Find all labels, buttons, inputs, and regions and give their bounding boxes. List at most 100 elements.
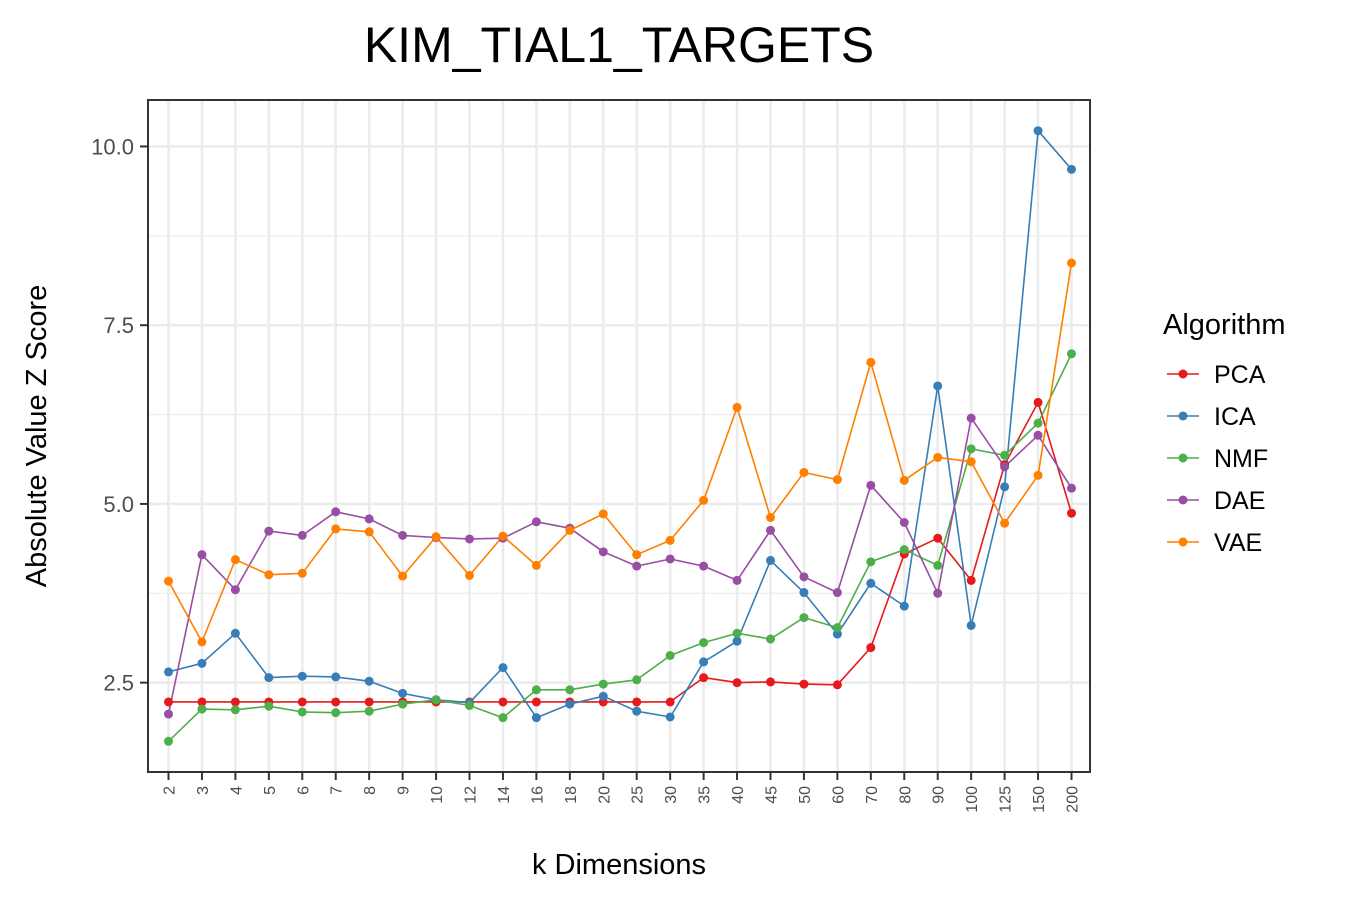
data-point-vae bbox=[264, 570, 274, 580]
data-point-nmf bbox=[699, 638, 709, 648]
data-point-pca bbox=[331, 697, 341, 707]
x-axis-title: k Dimensions bbox=[532, 849, 706, 881]
data-point-nmf bbox=[899, 545, 909, 555]
data-point-dae bbox=[164, 709, 173, 719]
data-point-nmf bbox=[431, 695, 441, 705]
x-tick-label: 4 bbox=[228, 786, 245, 795]
plot-panel-border bbox=[147, 99, 1091, 773]
legend-key-point-nmf bbox=[1178, 453, 1188, 463]
data-point-nmf bbox=[1033, 418, 1043, 428]
legend-key-point-ica bbox=[1178, 411, 1188, 421]
data-point-ica bbox=[164, 667, 173, 677]
data-point-dae bbox=[297, 530, 307, 540]
data-point-dae bbox=[732, 575, 742, 585]
data-point-pca bbox=[799, 679, 809, 689]
data-point-nmf bbox=[832, 623, 842, 633]
data-point-vae bbox=[230, 555, 240, 565]
x-tick-label: 12 bbox=[463, 786, 480, 804]
x-tick-label: 6 bbox=[295, 786, 312, 795]
data-point-vae bbox=[1000, 518, 1010, 528]
x-tick-label: 60 bbox=[830, 786, 847, 804]
data-point-vae bbox=[465, 570, 474, 580]
data-point-dae bbox=[899, 518, 909, 528]
y-tick-label: 7.5 bbox=[103, 313, 134, 338]
data-point-vae bbox=[297, 568, 307, 578]
data-point-nmf bbox=[364, 706, 374, 716]
data-point-pca bbox=[866, 643, 876, 653]
data-point-pca bbox=[230, 697, 240, 707]
data-point-pca bbox=[766, 677, 775, 687]
x-tick-label: 50 bbox=[797, 786, 814, 804]
data-point-dae bbox=[398, 530, 408, 540]
data-point-dae bbox=[1000, 462, 1010, 472]
data-point-ica bbox=[297, 671, 307, 681]
data-point-pca bbox=[699, 673, 709, 683]
data-point-dae bbox=[331, 507, 341, 517]
chart-title: KIM_TIAL1_TARGETS bbox=[364, 17, 874, 73]
y-tick-label: 5.0 bbox=[103, 492, 134, 517]
data-point-nmf bbox=[230, 705, 240, 715]
x-tick-label: 14 bbox=[496, 786, 513, 804]
data-point-vae bbox=[966, 457, 976, 467]
data-point-vae bbox=[598, 509, 608, 519]
x-tick-label: 80 bbox=[897, 786, 914, 804]
data-point-nmf bbox=[799, 613, 809, 623]
x-tick-label: 5 bbox=[262, 786, 279, 795]
data-point-ica bbox=[230, 628, 240, 638]
data-point-dae bbox=[766, 525, 775, 535]
data-point-vae bbox=[565, 525, 575, 535]
data-point-vae bbox=[431, 532, 441, 542]
data-point-dae bbox=[230, 585, 240, 595]
data-point-dae bbox=[197, 550, 207, 560]
data-point-nmf bbox=[1000, 450, 1010, 460]
data-point-ica bbox=[1067, 164, 1076, 174]
x-tick-label: 25 bbox=[630, 786, 647, 804]
x-tick-label: 9 bbox=[396, 786, 413, 795]
y-tick-label: 2.5 bbox=[103, 671, 134, 696]
data-point-dae bbox=[1033, 430, 1043, 440]
data-point-vae bbox=[665, 535, 675, 545]
data-point-nmf bbox=[297, 707, 307, 717]
data-point-vae bbox=[632, 550, 642, 560]
data-point-vae bbox=[164, 576, 173, 586]
grid-lines bbox=[148, 100, 1090, 772]
data-point-nmf bbox=[866, 557, 876, 567]
series-line-vae bbox=[167, 262, 1073, 643]
legend-label-nmf: NMF bbox=[1214, 445, 1268, 473]
data-point-vae bbox=[197, 637, 207, 647]
data-point-nmf bbox=[264, 701, 274, 711]
data-point-vae bbox=[899, 475, 909, 485]
x-tick-label: 35 bbox=[697, 786, 714, 804]
legend-key-point-pca bbox=[1178, 369, 1188, 379]
data-point-vae bbox=[799, 467, 809, 477]
data-point-nmf bbox=[665, 650, 675, 660]
y-axis: 2.5 5.0 7.5 10.0 bbox=[91, 134, 148, 696]
x-tick-label: 18 bbox=[563, 786, 580, 804]
x-tick-label: 10 bbox=[429, 786, 446, 804]
data-point-pca bbox=[632, 697, 642, 707]
x-tick-label: 100 bbox=[964, 786, 981, 813]
legend-label-dae: DAE bbox=[1214, 487, 1265, 515]
data-point-dae bbox=[866, 480, 876, 490]
x-tick-label: 40 bbox=[730, 786, 747, 804]
data-point-ica bbox=[933, 381, 943, 391]
data-point-ica bbox=[331, 672, 341, 682]
data-point-dae bbox=[832, 588, 842, 598]
legend: Algorithm PCA ICA NMF DAE VAE bbox=[1163, 309, 1286, 557]
data-point-ica bbox=[866, 578, 876, 588]
data-point-dae bbox=[465, 534, 474, 544]
data-point-pca bbox=[933, 533, 943, 543]
data-point-nmf bbox=[498, 713, 508, 723]
data-point-nmf bbox=[598, 679, 608, 689]
data-point-pca bbox=[164, 697, 173, 707]
legend-key-point-vae bbox=[1178, 537, 1188, 547]
data-point-dae bbox=[598, 547, 608, 557]
data-point-ica bbox=[732, 636, 742, 646]
data-point-dae bbox=[933, 588, 943, 598]
legend-label-pca: PCA bbox=[1214, 361, 1266, 389]
data-point-nmf bbox=[331, 708, 341, 718]
data-point-nmf bbox=[966, 444, 976, 454]
series-line-pca bbox=[168, 401, 1073, 703]
data-point-nmf bbox=[197, 704, 207, 714]
